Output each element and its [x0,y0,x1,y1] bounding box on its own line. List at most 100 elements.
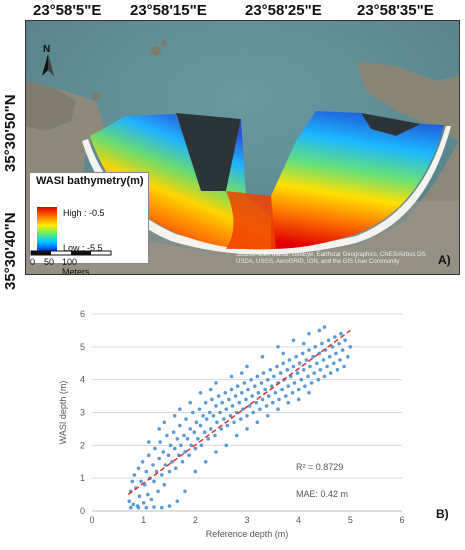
data-point [296,387,301,392]
data-point [325,364,329,369]
data-point [245,414,249,418]
mae-label: MAE: 0.42 m [296,489,349,499]
data-point [158,440,162,444]
data-point [144,469,149,474]
data-point [187,453,191,457]
data-point [229,387,234,392]
x-tick-label: 3 [244,515,249,525]
data-point [296,397,301,402]
data-point [203,400,208,405]
map-legend: WASI bathymetry(m) High : -0.5 Low : -5.… [29,172,149,264]
data-point [202,430,207,434]
data-point [178,423,182,428]
data-point [144,505,149,510]
data-point [167,469,172,474]
data-point [245,364,249,369]
x-tick-label: 0 [89,515,94,525]
chart-ticks: 0 1 2 3 4 5 6 0 1 2 3 4 5 6 [80,309,405,525]
scale-label-0: 0 [30,257,36,267]
latitude-label: 35°30'40"N [2,212,19,290]
data-point [213,433,217,438]
data-point [211,414,216,418]
data-point [131,502,136,507]
panel-label-b: B) [436,507,449,521]
data-point [342,364,346,369]
data-point [338,358,342,362]
data-point [153,446,157,451]
data-point [199,443,204,448]
data-point [192,430,197,434]
data-point [175,437,180,441]
data-point [268,368,273,372]
data-point [265,414,270,418]
data-point [156,489,160,494]
data-point [285,368,290,372]
data-point [185,437,190,441]
data-point [193,446,198,451]
data-point [334,351,338,356]
data-point [208,410,212,415]
data-point [271,400,275,405]
bathymetry-left [90,114,276,250]
data-point [321,358,326,362]
data-point [346,354,350,359]
y-tick-label: 2 [80,440,85,450]
chart-grid [92,313,402,512]
data-point [326,338,331,343]
data-point [335,368,340,372]
data-point [322,325,327,329]
data-point [163,463,168,467]
data-point [197,407,202,411]
x-tick-label: 6 [399,515,404,525]
data-point [188,400,192,405]
data-point [173,466,178,471]
data-point [247,404,252,408]
data-point [337,341,341,346]
data-point [242,381,247,385]
data-point [254,400,259,405]
bathymetry-right [271,111,444,249]
y-tick-label: 5 [80,342,85,352]
data-point [250,394,254,398]
data-point [127,499,131,503]
data-point [272,374,276,379]
data-point [136,466,141,471]
data-point [240,391,244,395]
data-point [265,377,270,382]
data-point [340,348,345,352]
data-point [227,397,231,402]
y-tick-label: 4 [80,375,85,385]
data-point [246,387,250,392]
data-point [188,427,192,431]
data-point [214,450,218,454]
data-point [287,358,292,362]
longitude-label: 23°58'15"E [130,2,207,19]
data-point [284,394,288,398]
data-point [317,328,322,333]
data-point [141,501,146,505]
data-point [198,423,203,428]
x-tick-label: 1 [141,515,146,525]
data-point [290,391,295,395]
data-point [315,361,319,366]
data-point [209,427,213,431]
data-point [313,345,318,349]
data-point [258,407,262,411]
data-point [129,505,133,510]
data-point [322,374,327,379]
data-point [307,391,311,395]
y-tick-label: 0 [80,506,85,516]
data-point [223,391,228,395]
data-point [228,414,233,418]
data-point [240,371,244,375]
data-point [276,345,280,349]
trendline [127,329,351,496]
data-point [277,397,281,402]
legend-low-label: Low : -5.5 [63,243,103,253]
data-point [203,460,208,464]
data-point [303,384,307,388]
x-tick-label: 2 [193,515,198,525]
r-squared-label: R² = 0.8729 [296,462,344,472]
data-point [206,437,211,441]
data-point [266,394,271,398]
